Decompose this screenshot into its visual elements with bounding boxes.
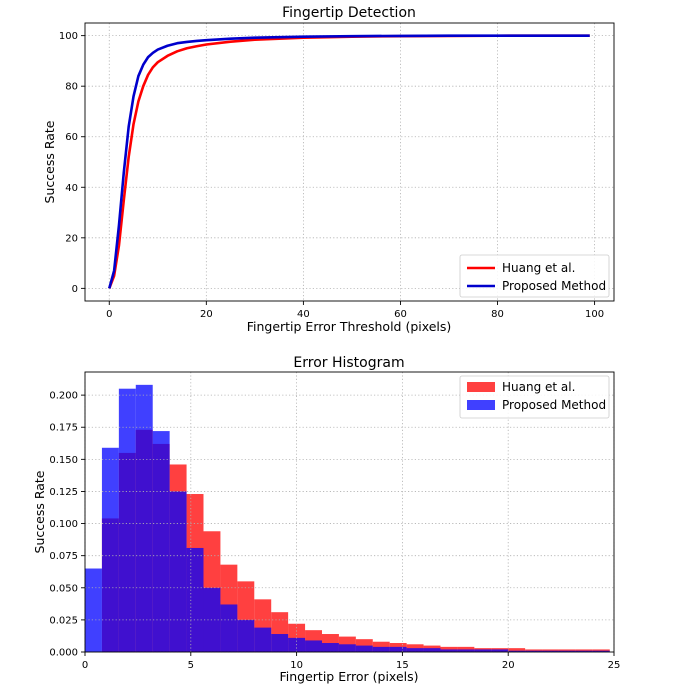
histogram-bar-proposed xyxy=(220,604,238,652)
histogram-x-axis-label: Fingertip Error (pixels) xyxy=(279,669,418,684)
histogram-bar-proposed xyxy=(135,384,153,652)
histogram-bar-proposed xyxy=(355,645,373,652)
histogram-bar-proposed xyxy=(321,643,339,652)
histogram-bar-proposed xyxy=(592,650,610,652)
legend-label-huang-hist: Huang et al. xyxy=(502,380,575,394)
y-tick-label: 0.025 xyxy=(49,615,78,626)
legend-label-huang: Huang et al. xyxy=(502,261,575,275)
histogram-legend: Huang et al. Proposed Method xyxy=(459,375,610,419)
line-chart-x-axis-label: Fingertip Error Threshold (pixels) xyxy=(247,319,452,334)
line-chart-panel: Fingertip Detection 0 20 40 60 80 100 0 20 40 60… xyxy=(42,5,615,334)
histogram-bar-proposed xyxy=(457,649,475,652)
histogram-bar-huang xyxy=(440,646,458,652)
histogram-bar-proposed xyxy=(169,491,187,652)
series-line-proposed xyxy=(108,34,590,289)
line-chart-legend: Huang et al. Proposed Method xyxy=(459,254,610,298)
legend-label-proposed-hist: Proposed Method xyxy=(502,398,606,412)
x-tick-label: 5 xyxy=(188,660,194,671)
legend-swatch-huang xyxy=(467,382,495,392)
histogram-bar-huang xyxy=(508,648,526,652)
line-chart-y-axis-label: Success Rate xyxy=(42,120,57,203)
histogram-bar-proposed xyxy=(440,649,458,652)
histogram-y-ticks: 0.000 0.025 0.050 0.075 0.100 0.125 0.150 0.175… xyxy=(49,391,85,659)
y-tick-label: 40 xyxy=(65,183,78,194)
histogram-bar-proposed xyxy=(338,644,356,652)
histogram-bar-proposed xyxy=(406,648,424,652)
line-chart-frame xyxy=(84,22,615,302)
y-tick-label: 80 xyxy=(65,82,78,93)
x-tick-label: 80 xyxy=(491,309,504,320)
histogram-bar-proposed xyxy=(152,431,170,652)
histogram-bar-huang xyxy=(457,646,475,652)
line-chart-x-ticks: 0 20 40 60 80 100 xyxy=(106,301,604,320)
histogram-frame xyxy=(84,371,615,653)
histogram-bar-proposed xyxy=(237,619,255,652)
histogram-legend-box xyxy=(459,375,610,419)
histogram-title: Error Histogram xyxy=(293,355,404,371)
y-tick-label: 60 xyxy=(65,132,78,143)
histogram-bar-proposed xyxy=(271,634,289,652)
line-chart-series xyxy=(108,34,590,289)
histogram-panel: Error Histogram 0 5 10 15 20 25 0.0000.0250.0… xyxy=(32,355,620,684)
line-chart-legend-box xyxy=(459,254,610,298)
histogram-bar-proposed xyxy=(558,650,576,652)
x-tick-label: 100 xyxy=(585,309,604,320)
line-chart-title: Fingertip Detection xyxy=(282,5,416,21)
x-tick-label: 40 xyxy=(297,309,310,320)
histogram-bar-proposed xyxy=(101,447,119,652)
legend-label-proposed: Proposed Method xyxy=(502,279,606,293)
histogram-bar-proposed xyxy=(186,547,204,652)
y-tick-label: 0.050 xyxy=(49,583,78,594)
histogram-bar-proposed xyxy=(508,650,526,652)
x-tick-label: 15 xyxy=(396,660,409,671)
x-tick-label: 0 xyxy=(82,660,88,671)
y-tick-label: 0.000 xyxy=(49,648,78,659)
y-tick-label: 100 xyxy=(59,31,78,42)
histogram-bar-proposed xyxy=(372,646,390,652)
x-tick-label: 0 xyxy=(106,309,112,320)
y-tick-label: 0 xyxy=(72,284,78,295)
legend-swatch-proposed xyxy=(467,400,495,410)
histogram-bars xyxy=(85,384,610,652)
y-tick-label: 20 xyxy=(65,233,78,244)
histogram-bar-proposed xyxy=(85,568,102,652)
series-line-huang xyxy=(108,34,590,289)
x-tick-label: 60 xyxy=(394,309,407,320)
histogram-bar-proposed xyxy=(423,648,441,652)
histogram-bar-proposed xyxy=(118,388,136,652)
x-tick-label: 20 xyxy=(502,660,515,671)
y-tick-label: 0.150 xyxy=(49,455,78,466)
histogram-bar-proposed xyxy=(491,649,509,652)
histogram-bar-proposed xyxy=(525,650,543,652)
histogram-bar-proposed xyxy=(474,649,492,652)
histogram-x-ticks: 0 5 10 15 20 25 xyxy=(82,652,621,671)
x-tick-label: 25 xyxy=(608,660,621,671)
y-tick-label: 0.100 xyxy=(49,519,78,530)
x-tick-label: 20 xyxy=(200,309,213,320)
line-chart-y-ticks: 0 20 40 60 80 100 xyxy=(59,31,85,295)
histogram-bar-proposed xyxy=(389,646,407,652)
y-tick-label: 0.125 xyxy=(49,487,78,498)
histogram-bar-proposed xyxy=(575,650,593,652)
y-tick-label: 0.175 xyxy=(49,423,78,434)
x-tick-label: 10 xyxy=(290,660,303,671)
histogram-y-axis-label: Success Rate xyxy=(32,470,47,553)
histogram-bar-proposed xyxy=(305,640,322,652)
y-tick-label: 0.200 xyxy=(49,391,78,402)
y-tick-label: 0.075 xyxy=(49,551,78,562)
histogram-bar-proposed xyxy=(542,650,559,652)
histogram-bar-proposed xyxy=(254,627,272,652)
